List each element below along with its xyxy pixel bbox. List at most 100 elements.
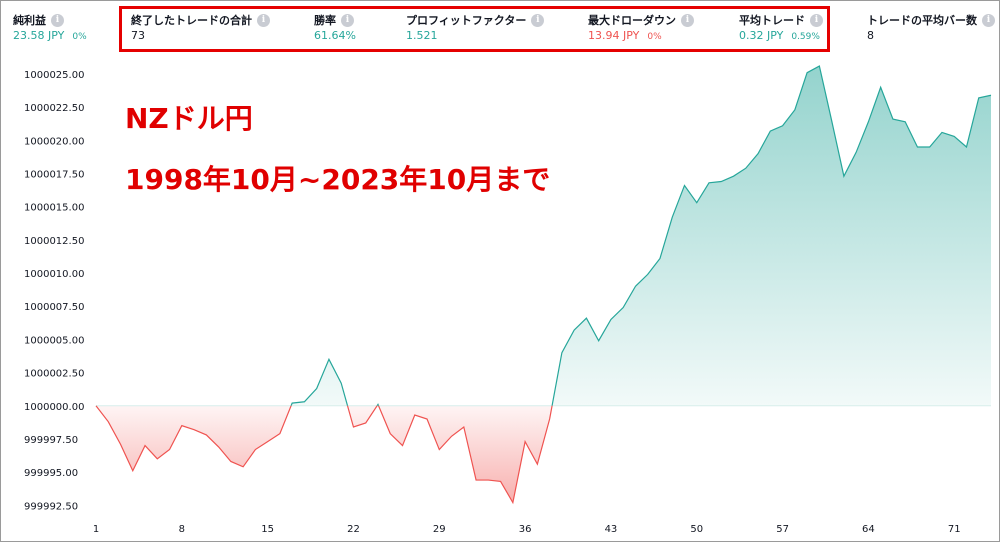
stat-label: 勝率 i bbox=[314, 12, 356, 28]
data-point bbox=[95, 404, 98, 407]
info-icon[interactable]: i bbox=[982, 13, 995, 27]
info-icon[interactable]: i bbox=[681, 13, 694, 27]
y-tick-label: 999992.50 bbox=[24, 501, 78, 512]
data-point bbox=[671, 216, 674, 219]
x-tick-label: 15 bbox=[261, 524, 274, 535]
data-point bbox=[266, 440, 269, 443]
data-point bbox=[107, 420, 110, 423]
stat-label-text: 勝率 bbox=[314, 14, 336, 27]
y-tick-label: 999995.00 bbox=[24, 468, 78, 479]
stat-value-text: 13.94 JPY bbox=[588, 29, 640, 42]
y-tick-label: 1000007.50 bbox=[24, 302, 84, 313]
stat-value: 8 bbox=[867, 29, 995, 42]
data-point bbox=[119, 443, 122, 446]
stat-4: 最大ドローダウン i 13.94 JPY 0% bbox=[588, 12, 694, 42]
data-point bbox=[389, 432, 392, 435]
y-axis: 1000025.00 1000022.50 1000020.00 1000017.50… bbox=[24, 70, 84, 512]
data-point bbox=[634, 285, 637, 288]
stat-value: 23.58 JPY 0% bbox=[13, 29, 87, 42]
data-point bbox=[573, 329, 576, 332]
info-icon[interactable]: i bbox=[341, 13, 354, 27]
y-tick-label: 1000022.50 bbox=[24, 103, 84, 114]
data-point bbox=[156, 457, 159, 460]
data-point bbox=[695, 201, 698, 204]
data-point bbox=[303, 400, 306, 403]
data-point bbox=[352, 425, 355, 428]
stat-value: 1.521 bbox=[406, 29, 544, 42]
data-point bbox=[732, 175, 735, 178]
y-tick-label: 1000025.00 bbox=[24, 70, 84, 81]
info-icon[interactable]: i bbox=[257, 13, 270, 27]
x-tick-label: 50 bbox=[690, 524, 703, 535]
data-point bbox=[536, 463, 539, 466]
x-tick-label: 1 bbox=[93, 524, 99, 535]
data-point bbox=[217, 445, 220, 448]
stat-value-text: 23.58 JPY bbox=[13, 29, 65, 42]
data-point bbox=[940, 131, 943, 134]
data-point bbox=[781, 124, 784, 127]
y-tick-label: 1000017.50 bbox=[24, 170, 84, 181]
data-point bbox=[487, 479, 490, 482]
data-point bbox=[438, 448, 441, 451]
data-point bbox=[609, 318, 612, 321]
stat-label-text: 純利益 bbox=[13, 14, 46, 27]
data-point bbox=[376, 403, 379, 406]
data-point bbox=[904, 120, 907, 123]
data-point bbox=[413, 414, 416, 417]
data-point bbox=[340, 382, 343, 385]
info-icon[interactable]: i bbox=[51, 13, 64, 27]
data-point bbox=[205, 433, 208, 436]
data-point bbox=[278, 432, 281, 435]
data-point bbox=[548, 418, 551, 421]
data-point bbox=[916, 145, 919, 148]
equity-areas bbox=[96, 66, 991, 503]
stat-percent: 0.59% bbox=[791, 32, 820, 42]
x-tick-label: 71 bbox=[948, 524, 961, 535]
negative-line bbox=[95, 405, 553, 505]
data-point bbox=[180, 424, 183, 427]
x-tick-label: 22 bbox=[347, 524, 360, 535]
data-point bbox=[560, 351, 563, 354]
stat-label: トレードの平均バー数 i bbox=[867, 12, 995, 28]
data-point bbox=[168, 448, 171, 451]
data-point bbox=[462, 425, 465, 428]
y-tick-label: 1000012.50 bbox=[24, 236, 84, 247]
stat-label: 純利益 i bbox=[13, 12, 87, 28]
y-tick-label: 1000020.00 bbox=[24, 136, 84, 147]
data-point bbox=[977, 96, 980, 99]
info-icon[interactable]: i bbox=[531, 13, 545, 27]
data-point bbox=[720, 180, 723, 183]
overlay-period: 1998年10月~2023年10月まで bbox=[125, 163, 551, 196]
stat-value: 61.64% bbox=[314, 29, 356, 42]
equity-lines bbox=[95, 65, 992, 505]
data-point bbox=[511, 501, 514, 504]
stat-label: 終了したトレードの合計 i bbox=[131, 12, 270, 28]
stat-6: トレードの平均バー数 i 8 bbox=[867, 12, 995, 42]
stat-value-text: 0.32 JPY bbox=[739, 29, 784, 42]
data-point bbox=[499, 480, 502, 483]
stat-label: プロフィットファクター i bbox=[406, 12, 545, 28]
data-point bbox=[793, 108, 796, 111]
positive-area bbox=[96, 66, 991, 406]
data-point bbox=[842, 175, 845, 178]
stat-label-text: 終了したトレードの合計 bbox=[131, 14, 252, 27]
data-point bbox=[830, 119, 833, 122]
stat-value-text: 8 bbox=[867, 29, 874, 42]
stat-value: 13.94 JPY 0% bbox=[588, 29, 694, 42]
data-point bbox=[475, 479, 478, 482]
x-tick-label: 57 bbox=[776, 524, 789, 535]
y-tick-label: 999997.50 bbox=[24, 435, 78, 446]
stat-5: 平均トレード i 0.32 JPY 0.59% bbox=[739, 12, 823, 42]
info-icon[interactable]: i bbox=[810, 13, 823, 27]
data-point bbox=[953, 135, 956, 138]
x-tick-label: 43 bbox=[605, 524, 618, 535]
data-point bbox=[855, 151, 858, 154]
data-point bbox=[291, 402, 294, 405]
x-tick-label: 8 bbox=[179, 524, 185, 535]
stat-label-text: 平均トレード bbox=[739, 14, 805, 27]
data-point bbox=[585, 317, 588, 320]
data-point bbox=[708, 181, 711, 184]
positive-line bbox=[96, 65, 992, 406]
y-tick-label: 1000000.00 bbox=[24, 402, 84, 413]
